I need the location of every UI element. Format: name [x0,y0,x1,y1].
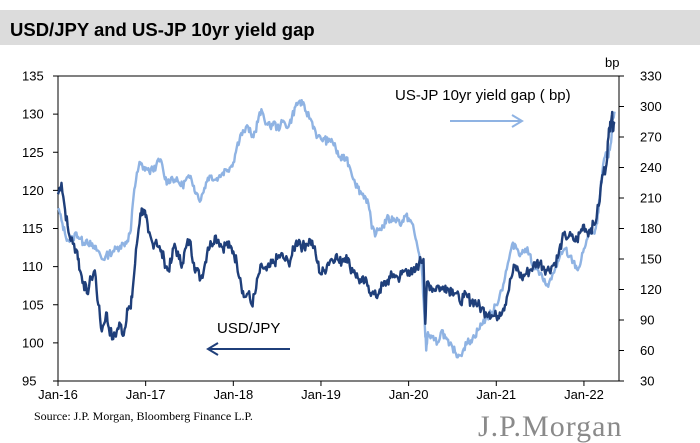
usdjpy-annotation: USD/JPY [217,320,280,337]
right-tick-label: 60 [640,343,654,358]
right-tick-label: 180 [640,221,662,236]
x-tick-label: Jan-16 [38,387,78,402]
left-tick-label: 130 [22,107,44,122]
source-note: Source: J.P. Morgan, Bloomberg Finance L… [34,409,253,423]
usdjpy-arrow [206,342,290,356]
left-tick-label: 135 [22,69,44,84]
left-tick-label: 110 [22,259,43,274]
right-tick-label: 330 [640,69,662,84]
right-tick-label: 210 [640,191,662,206]
right-axis-unit: bp [605,55,619,70]
right-tick-label: 240 [640,160,662,175]
right-tick-label: 150 [640,252,662,267]
right-axis: 30 60 90 120 150 180 210 240 270 300 330 [619,69,662,389]
right-tick-label: 270 [640,130,662,145]
x-tick-label: Jan-22 [564,387,604,402]
right-tick-label: 30 [640,374,654,389]
left-tick-label: 105 [22,297,44,312]
usdjpy-line [56,110,616,341]
left-tick-label: 100 [22,335,44,350]
x-tick-label: Jan-20 [389,387,429,402]
x-axis: Jan-16 Jan-17 Jan-18 Jan-19 Jan-20 Jan-21 Jan-… [38,381,604,402]
jpmorgan-logo: J.P.Morgan [478,410,623,443]
yield-gap-arrow [450,114,524,128]
right-tick-label: 90 [640,313,654,328]
left-tick-label: 95 [22,374,36,389]
x-tick-label: Jan-21 [476,387,516,402]
yield-gap-annotation: US-JP 10yr yield gap ( bp) [395,87,571,104]
chart-title: USD/JPY and US-JP 10yr yield gap [10,19,315,40]
x-tick-label: Jan-17 [126,387,166,402]
yield-gap-line [57,98,616,359]
series-layer [56,98,616,359]
left-tick-label: 115 [22,221,43,236]
x-tick-label: Jan-19 [301,387,341,402]
title-bar [0,10,700,45]
left-axis: 95 100 105 110 115 120 125 130 135 [22,69,58,389]
plot-frame [57,75,620,382]
chart-area: 95 100 105 110 115 120 125 130 135 30 60 90 120 150 1… [22,55,662,402]
left-tick-label: 125 [22,145,44,160]
left-tick-label: 120 [22,183,44,198]
right-tick-label: 300 [640,99,662,114]
right-tick-label: 120 [640,282,662,297]
x-tick-label: Jan-18 [213,387,253,402]
